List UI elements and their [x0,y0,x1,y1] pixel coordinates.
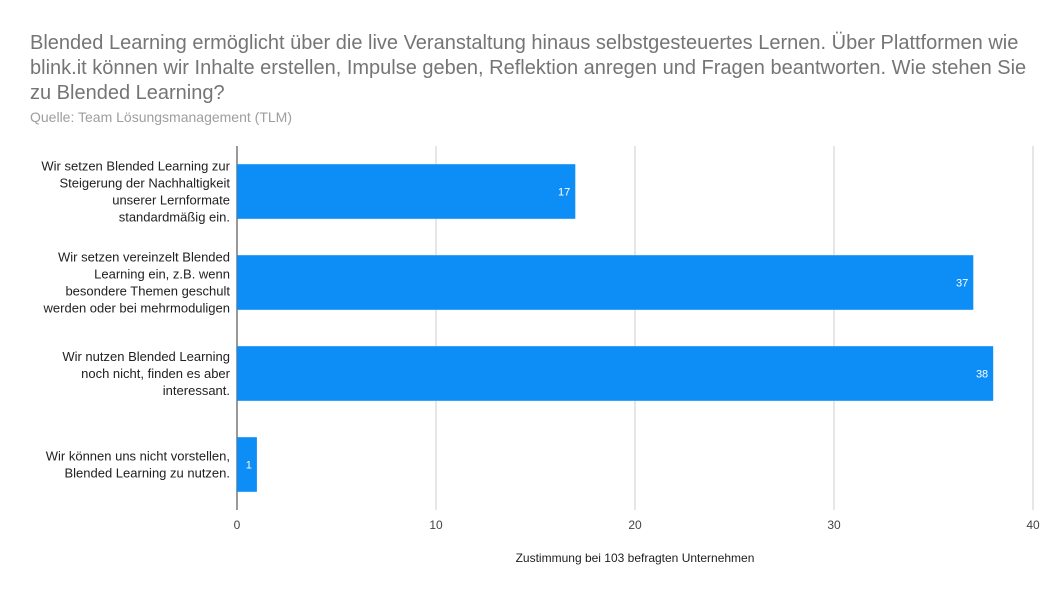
bar [237,255,974,310]
category-label-line: werden oder bei mehrmoduligen [43,301,230,316]
category-label-line: Blended Learning zu nutzen. [64,466,230,481]
bar-data-label: 1 [246,460,252,472]
bar [237,164,576,219]
bars: 17 37 38 1 [237,164,994,492]
category-label: Wir setzen Blended Learning zur Steigerun… [41,159,230,225]
bar [237,437,257,492]
category-label-line: besondere Themen geschult [65,284,230,299]
x-tick-label: 20 [628,518,642,532]
category-labels: Wir setzen Blended Learning zur Steigerun… [41,159,230,481]
category-label-line: standardmäßig ein. [119,210,230,225]
category-label-line: Wir können uns nicht vorstellen, [46,449,230,464]
x-axis-title: Zustimmung bei 103 befragten Unternehmen [516,551,755,565]
bar-data-label: 17 [558,187,570,199]
x-tick-label: 10 [429,518,443,532]
x-axis-ticks: 0 10 20 30 40 [234,518,1040,532]
chart-subtitle: Quelle: Team Lösungsmanagement (TLM) [30,109,292,125]
category-label-line: Wir nutzen Blended Learning [62,349,230,364]
category-label: Wir nutzen Blended Learning noch nicht, f… [62,349,230,398]
x-tick-label: 40 [1026,518,1040,532]
x-tick-label: 0 [234,518,241,532]
chart-title: Blended Learning ermöglicht über die liv… [30,32,1027,104]
bar [237,346,994,401]
bar-data-label: 38 [976,369,988,381]
bar-data-label: 37 [956,278,968,290]
category-label: Wir können uns nicht vorstellen, Blended … [46,449,230,481]
x-tick-label: 30 [827,518,841,532]
category-label-line: noch nicht, finden es aber [81,366,231,381]
category-label-line: Steigerung der Nachhaltigkeit [59,176,230,191]
category-label-line: Wir setzen Blended Learning zur [41,159,230,174]
category-label-line: Learning ein, z.B. wenn [94,267,230,282]
category-label-line: unserer Lernformate [112,193,230,208]
category-label-line: interessant. [163,383,230,398]
category-label-line: Wir setzen vereinzelt Blended [58,250,230,265]
category-label: Wir setzen vereinzelt Blended Learning ei… [43,250,231,316]
